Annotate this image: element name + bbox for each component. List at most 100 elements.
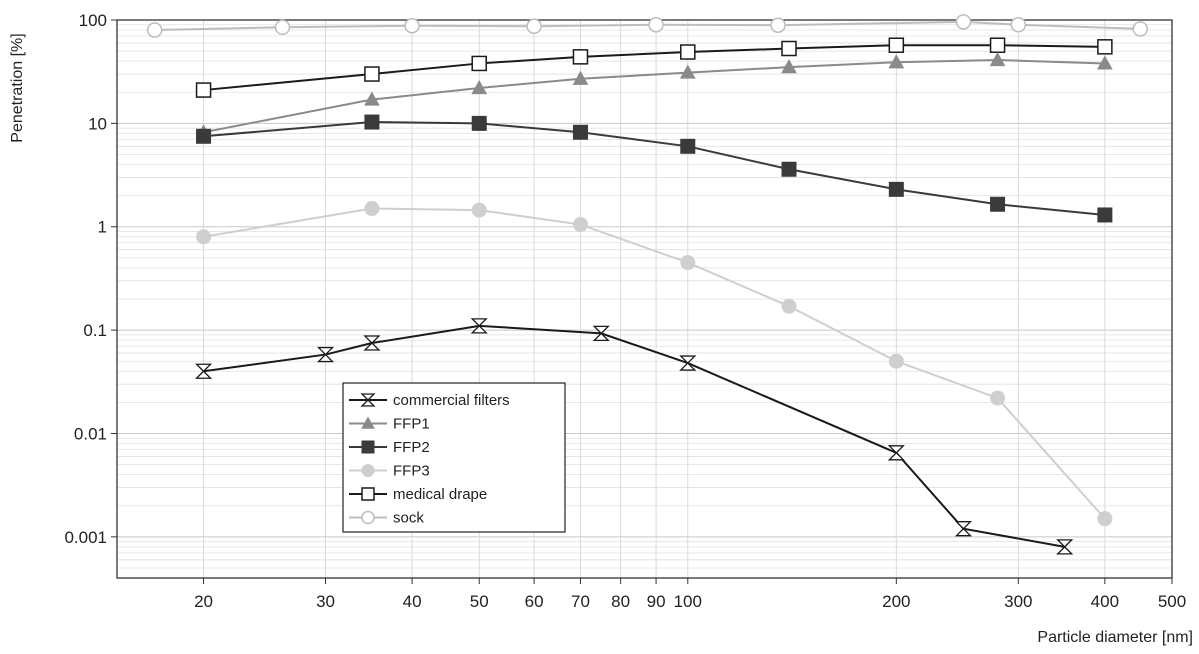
data-point [1097, 511, 1113, 527]
data-point [1097, 39, 1113, 55]
x-tick-label: 70 [571, 592, 590, 611]
legend-item: FFP2 [349, 439, 430, 456]
data-point [364, 114, 380, 130]
x-tick-label: 60 [525, 592, 544, 611]
data-point [680, 138, 696, 154]
x-tick-label: 300 [1004, 592, 1032, 611]
x-tick-label: 100 [674, 592, 702, 611]
data-point [888, 54, 905, 69]
data-point [781, 161, 797, 177]
data-point [363, 335, 381, 351]
y-tick-label: 100 [79, 11, 107, 30]
legend-label: commercial filters [393, 392, 510, 409]
legend-item: FFP1 [349, 416, 430, 433]
data-point [196, 128, 212, 144]
data-point [888, 181, 904, 197]
data-point [572, 70, 589, 85]
y-tick-label: 0.001 [64, 528, 107, 547]
data-point [1097, 207, 1113, 223]
legend-label: FFP1 [393, 416, 430, 433]
data-point [1097, 55, 1113, 70]
legend-box [342, 382, 566, 533]
series-line [203, 324, 1065, 548]
data-point [770, 17, 786, 33]
series-line [154, 20, 1141, 32]
data-point [990, 390, 1006, 406]
series-ffp1 [195, 51, 1113, 139]
data-point [404, 17, 420, 34]
data-point [989, 51, 1006, 67]
data-point [364, 91, 380, 106]
data-point [195, 82, 212, 98]
series-commercial-filters [194, 318, 1074, 555]
x-tick-label: 200 [882, 592, 910, 611]
series-ffp3 [196, 201, 1113, 527]
y-tick-label: 1 [98, 218, 107, 237]
data-point [316, 346, 335, 363]
x-tick-label: 20 [194, 592, 213, 611]
y-axis-ticks: 100 10 1 0.1 0.01 0.001 [64, 11, 117, 547]
legend-item: sock [349, 510, 424, 527]
data-point [471, 115, 487, 131]
legend: commercial filters FFP1 FFP2 FFP3 medical dr… [342, 382, 566, 533]
legend-label: FFP3 [393, 463, 430, 480]
data-point [572, 124, 588, 140]
legend-item: commercial filters [349, 392, 510, 409]
x-tick-label: 30 [316, 592, 335, 611]
series-line [203, 121, 1105, 216]
x-tick-label: 90 [647, 592, 666, 611]
x-tick-label: 400 [1091, 592, 1119, 611]
series-group [146, 14, 1149, 555]
legend-label: FFP2 [393, 439, 430, 456]
x-tick-label: 80 [611, 592, 630, 611]
x-axis-ticks: 20 30 40 50 60 70 80 90 100 200 300 400 500 [194, 578, 1186, 611]
legend-item: FFP3 [349, 463, 430, 480]
data-point [648, 16, 664, 33]
x-tick-label: 500 [1158, 592, 1186, 611]
data-point [955, 14, 972, 30]
series-line [203, 59, 1105, 134]
data-point [990, 196, 1006, 212]
data-point [360, 393, 376, 407]
x-tick-label: 50 [470, 592, 489, 611]
data-point [361, 510, 375, 525]
data-point [680, 44, 696, 60]
y-tick-label: 0.01 [74, 424, 107, 443]
series-ffp2 [196, 114, 1113, 223]
data-point [1010, 16, 1027, 33]
data-point [196, 229, 212, 245]
data-point [526, 18, 542, 35]
data-point [954, 521, 973, 537]
data-point [679, 64, 696, 79]
data-point [471, 202, 487, 218]
data-point [361, 416, 375, 429]
data-point [274, 19, 291, 36]
data-point [680, 255, 696, 271]
data-point [572, 217, 588, 233]
data-point [470, 318, 488, 334]
data-point [1132, 21, 1149, 37]
legend-item: medical drape [349, 486, 487, 503]
data-point [888, 353, 904, 369]
plot-frame [116, 19, 1173, 579]
data-point [572, 49, 589, 65]
series-line [203, 207, 1106, 520]
data-point [361, 464, 375, 477]
y-tick-label: 0.1 [83, 321, 107, 340]
series-line [203, 44, 1105, 92]
legend-label: medical drape [393, 486, 487, 503]
data-point [471, 79, 488, 95]
grid [117, 19, 1173, 579]
data-point [1056, 539, 1074, 555]
y-tick-label: 10 [88, 114, 107, 133]
series-sock [146, 14, 1149, 38]
data-point [361, 440, 375, 454]
legend-label: sock [393, 510, 424, 527]
data-point [781, 298, 797, 314]
data-point [781, 59, 797, 74]
data-point [887, 445, 905, 461]
data-point [194, 363, 213, 379]
series-medical-drape [195, 37, 1113, 98]
data-point [781, 40, 797, 57]
